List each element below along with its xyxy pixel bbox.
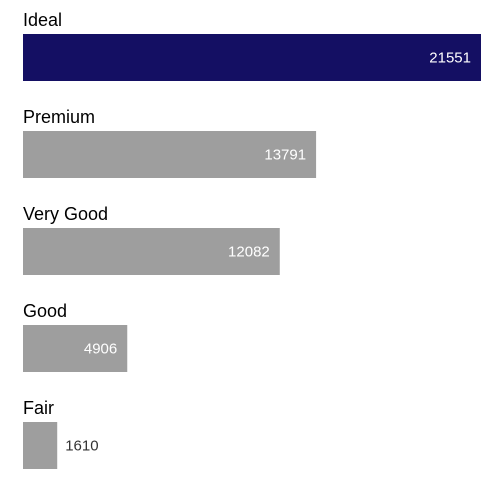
value-label-very-good: 12082 bbox=[228, 244, 270, 261]
bar-good bbox=[23, 325, 128, 372]
value-label-ideal: 21551 bbox=[429, 50, 471, 67]
category-label-fair: Fair bbox=[23, 398, 54, 418]
bar-premium bbox=[23, 131, 317, 178]
category-label-premium: Premium bbox=[23, 107, 95, 127]
value-label-premium: 13791 bbox=[264, 147, 306, 164]
category-label-very-good: Very Good bbox=[23, 204, 108, 224]
value-label-fair: 1610 bbox=[65, 438, 98, 455]
category-label-ideal: Ideal bbox=[23, 10, 62, 30]
bar-very-good bbox=[23, 228, 280, 275]
bar-ideal bbox=[23, 34, 481, 81]
category-label-good: Good bbox=[23, 301, 67, 321]
value-label-good: 4906 bbox=[84, 341, 117, 358]
bar-fair bbox=[23, 422, 58, 469]
